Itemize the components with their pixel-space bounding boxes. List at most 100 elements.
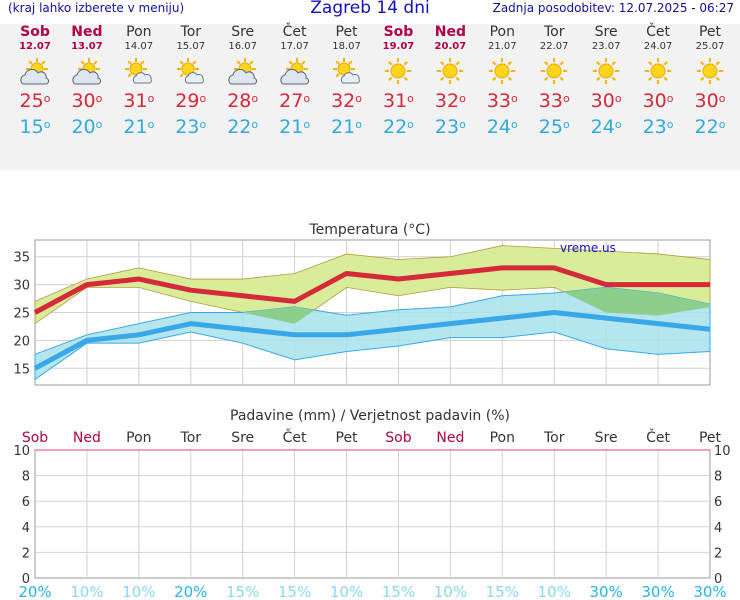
watermark: vreme.us <box>560 241 616 255</box>
precip-tick-label-right: 4 <box>714 521 722 536</box>
day-column: Sre 16.07 28o 22o <box>217 24 269 140</box>
day-date: 15.07 <box>176 41 206 52</box>
day-name: Čet <box>646 24 670 40</box>
precip-day-label: Sob <box>385 430 411 446</box>
precip-tick-label-right: 8 <box>714 470 722 485</box>
precip-probability: 20% <box>18 583 51 600</box>
temperature-tick-label: 30 <box>13 279 30 294</box>
max-temp: 27o <box>279 90 311 112</box>
sun-cloud-icon <box>175 58 207 86</box>
min-temp: 22o <box>694 116 726 138</box>
day-column: Pet 25.07 30o 22o <box>684 24 736 140</box>
sun-icon <box>382 58 414 86</box>
max-temp: 30o <box>642 90 674 112</box>
day-name: Tor <box>180 24 202 40</box>
sun-cloud-icon <box>331 58 363 86</box>
precip-probability: 10% <box>538 583 571 600</box>
precip-probability: 10% <box>70 583 103 600</box>
day-column: Čet 24.07 30o 23o <box>632 24 684 140</box>
precip-probability: 30% <box>693 583 726 600</box>
precip-day-label: Tor <box>543 430 565 446</box>
precip-tick-label-right: 10 <box>714 444 731 459</box>
precip-day-label: Čet <box>646 428 670 446</box>
precip-tick-label-left: 2 <box>22 546 30 561</box>
temperature-tick-label: 35 <box>13 251 30 266</box>
precip-day-label: Pet <box>336 430 359 446</box>
day-column: Tor 15.07 29o 23o <box>165 24 217 140</box>
temperature-chart: Temperatura (°C) 15 20 25 30 35 vreme.us <box>13 222 711 386</box>
max-temp: 30o <box>590 90 622 112</box>
day-date: 22.07 <box>539 41 569 52</box>
day-column: Tor 22.07 33o 25o <box>528 24 580 140</box>
max-temp: 25o <box>19 90 51 112</box>
day-date: 25.07 <box>695 41 725 52</box>
min-temp: 22o <box>227 116 259 138</box>
day-column: Sob 19.07 31o 22o <box>372 24 424 140</box>
day-column: Pon 21.07 33o 24o <box>476 24 528 140</box>
day-name: Pet <box>335 24 358 40</box>
min-temp: 21o <box>123 116 155 138</box>
max-temp: 30o <box>694 90 726 112</box>
min-temp: 15o <box>19 116 51 138</box>
sun-icon <box>642 58 674 86</box>
day-date: 14.07 <box>124 41 154 52</box>
max-temp: 33o <box>486 90 518 112</box>
header-bar: (kraj lahko izberete v meniju) Zagreb 14… <box>0 0 740 22</box>
precip-day-label: Pon <box>490 430 515 446</box>
precip-day-label: Pet <box>699 430 722 446</box>
max-temp: 31o <box>123 90 155 112</box>
precip-day-label: Sre <box>231 430 254 446</box>
sun-icon <box>590 58 622 86</box>
day-name: Sob <box>20 24 50 40</box>
day-name: Pet <box>698 24 722 40</box>
temperature-title: Temperatura (°C) <box>308 222 430 238</box>
sun-icon <box>486 58 518 86</box>
page-title: Zagreb 14 dni <box>310 0 430 18</box>
max-temp: 32o <box>434 90 466 112</box>
precip-day-label: Sob <box>22 430 48 446</box>
day-date: 21.07 <box>487 41 517 52</box>
sun-icon <box>538 58 570 86</box>
precip-day-label: Ned <box>73 430 101 446</box>
min-temp: 23o <box>175 116 207 138</box>
day-name: Tor <box>543 24 565 40</box>
min-temp: 23o <box>642 116 674 138</box>
location-hint[interactable]: (kraj lahko izberete v meniju) <box>8 1 185 15</box>
precip-probability: 15% <box>382 583 415 600</box>
day-name: Sre <box>231 24 255 40</box>
partly-cloudy-icon <box>227 58 259 86</box>
day-name: Pon <box>126 24 152 40</box>
partly-cloudy-icon <box>279 58 311 86</box>
precip-day-label: Čet <box>283 428 307 446</box>
min-temp: 23o <box>434 116 466 138</box>
precip-tick-label-right: 2 <box>714 546 722 561</box>
min-temp: 25o <box>538 116 570 138</box>
precipitation-title: Padavine (mm) / Verjetnost padavin (%) <box>230 408 510 424</box>
partly-cloudy-icon <box>19 58 51 86</box>
day-date: 18.07 <box>332 41 361 52</box>
day-date: 23.07 <box>591 41 621 52</box>
precip-probability: 15% <box>278 583 311 600</box>
precip-probability: 10% <box>122 583 155 600</box>
precip-day-label: Ned <box>436 430 464 446</box>
day-column: Pet 18.07 32o 21o <box>321 24 373 140</box>
day-date: 20.07 <box>434 41 467 52</box>
precip-probability: 20% <box>174 583 207 600</box>
day-name: Ned <box>434 24 466 40</box>
partly-cloudy-icon <box>71 58 103 86</box>
max-temp: 31o <box>382 90 414 112</box>
sun-icon <box>434 58 466 86</box>
day-column: Sob 12.07 25o 15o <box>9 24 61 140</box>
day-date: 17.07 <box>280 41 309 52</box>
max-temp: 28o <box>227 90 259 112</box>
precip-tick-label-right: 0 <box>714 572 722 587</box>
max-temp: 33o <box>538 90 570 112</box>
max-temp: 32o <box>331 90 362 112</box>
precipitation-plot-area <box>34 449 711 579</box>
precip-tick-label-left: 4 <box>22 521 30 536</box>
max-temp: 29o <box>175 90 207 112</box>
sun-cloud-icon <box>123 58 155 86</box>
day-name: Čet <box>282 24 307 40</box>
precip-probability: 30% <box>641 583 674 600</box>
day-date: 16.07 <box>228 41 257 52</box>
